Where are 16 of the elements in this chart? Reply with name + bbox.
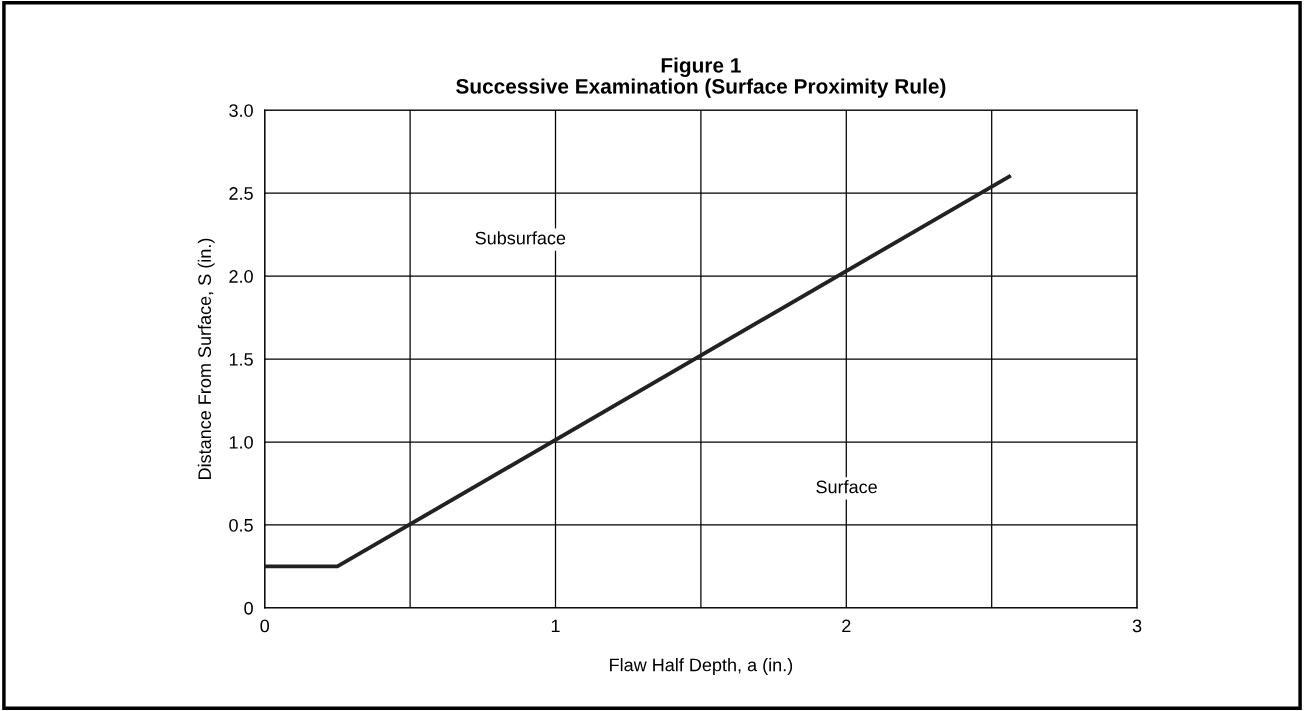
x-axis-title: Flaw Half Depth, a (in.) bbox=[610, 658, 793, 675]
y-tick-label: 1.5 bbox=[229, 353, 253, 366]
x-tick-label: 0 bbox=[260, 619, 270, 633]
annotation: Subsurface bbox=[475, 231, 566, 245]
chart-title: Figure 1 Successive Examination (Surface Proximity Rule) bbox=[456, 57, 946, 98]
y-axis-title: Distance From Surface, S (in.) bbox=[197, 238, 215, 479]
x-tick-label: 3 bbox=[1132, 619, 1142, 633]
y-tick-label: 0.5 bbox=[229, 518, 253, 532]
x-tick-label: 1 bbox=[551, 619, 560, 633]
y-tick-label: 2.0 bbox=[229, 270, 253, 283]
y-tick-label: 0 bbox=[244, 601, 253, 615]
y-tick-label: 3.0 bbox=[229, 104, 253, 117]
y-tick-label: 2.5 bbox=[229, 187, 253, 200]
x-tick-label: 2 bbox=[842, 619, 851, 633]
y-tick-label: 1.0 bbox=[229, 435, 253, 449]
annotation: Surface bbox=[816, 480, 877, 494]
